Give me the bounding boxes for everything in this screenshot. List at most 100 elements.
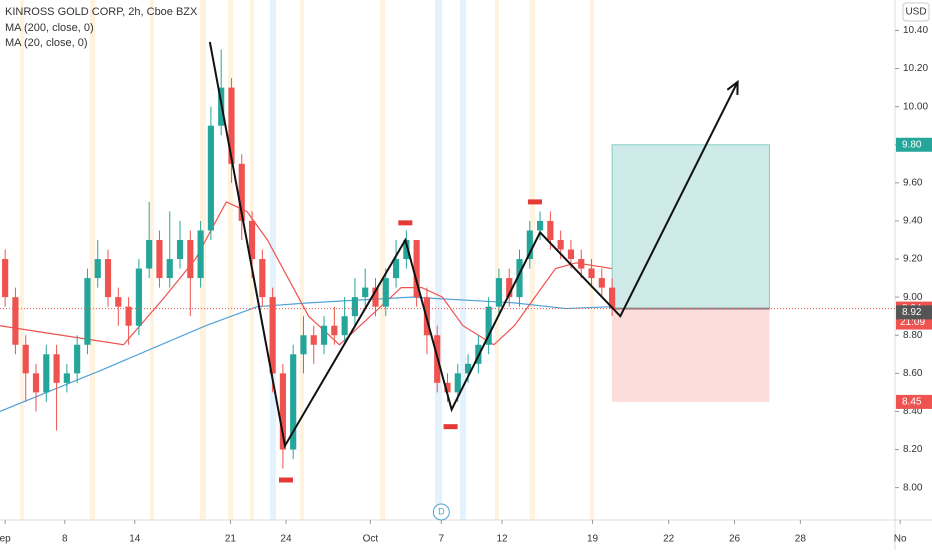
x-tick-label: 19 <box>587 534 599 545</box>
candle-body <box>578 259 585 269</box>
candle-body <box>372 287 379 307</box>
x-tick-label: 28 <box>795 534 807 545</box>
candle-body <box>238 163 245 221</box>
candle-body <box>526 230 533 260</box>
y-tick-label: 8.40 <box>903 406 923 417</box>
x-tick-label: 26 <box>729 534 741 545</box>
candle-body <box>135 268 142 326</box>
y-tick-label: 10.00 <box>903 101 928 112</box>
candle-body <box>32 373 40 393</box>
candle-body <box>53 354 60 383</box>
loss-zone <box>612 308 770 402</box>
x-tick-label: 21 <box>225 534 237 545</box>
candle-body <box>94 259 101 279</box>
x-tick-label: Oct <box>363 534 379 545</box>
candle-body <box>2 259 9 298</box>
price-label: 9.80 <box>902 139 922 150</box>
x-tick-label: 14 <box>129 534 141 545</box>
candle-body <box>331 325 338 336</box>
x-tick-label: No <box>894 534 907 545</box>
indicator-label: MA (20, close, 0) <box>5 37 88 49</box>
candle-body <box>588 268 595 279</box>
zigzag-drawing <box>208 41 739 449</box>
x-tick-label: 24 <box>280 534 292 545</box>
candle-body <box>547 220 554 240</box>
candle-body <box>104 259 112 298</box>
countdown: 21:09 <box>900 317 925 328</box>
y-tick-label: 9.00 <box>903 292 923 303</box>
candle-body <box>495 278 503 307</box>
event-marker-label: D <box>438 506 445 516</box>
candle-body <box>43 354 50 393</box>
price-label: 8.92 <box>902 307 922 318</box>
candle-body <box>464 363 472 374</box>
candle-body <box>320 325 328 345</box>
candle-body <box>392 259 400 279</box>
candle-body <box>300 335 307 355</box>
candle-body <box>567 249 575 260</box>
candle-body <box>197 230 204 279</box>
x-tick-label: 22 <box>663 534 675 545</box>
candle-body <box>485 306 492 345</box>
marker <box>443 424 458 430</box>
indicator-label: MA (200, close, 0) <box>5 22 94 34</box>
y-tick-label: 9.40 <box>903 216 923 227</box>
y-tick-label: 10.20 <box>903 63 928 74</box>
candle-body <box>598 278 605 288</box>
x-tick-label: ep <box>0 534 11 545</box>
x-tick-label: 7 <box>439 534 445 545</box>
candle-body <box>146 240 153 269</box>
price-label: 8.45 <box>902 397 922 408</box>
marker <box>278 477 293 483</box>
event-marker <box>432 503 450 521</box>
candle-body <box>310 335 317 345</box>
candle-body <box>506 278 513 298</box>
candle-body <box>207 125 214 231</box>
x-tick-label: 12 <box>496 534 508 545</box>
candle-body <box>259 259 266 298</box>
candle-body <box>341 316 348 336</box>
currency[interactable]: USD <box>905 7 926 18</box>
candle-body <box>74 344 81 374</box>
price-label-bg <box>896 305 932 320</box>
y-tick-label: 8.80 <box>903 330 923 341</box>
y-tick-label: 8.00 <box>903 482 923 493</box>
candle-body <box>444 382 451 393</box>
candle-body <box>290 354 297 450</box>
candle-body <box>454 373 461 393</box>
ma-line <box>0 296 613 412</box>
candle-body <box>176 240 184 260</box>
candle-body <box>22 344 29 374</box>
marker <box>398 220 413 226</box>
candle-body <box>413 240 420 298</box>
candle-body <box>228 87 235 164</box>
candle-body <box>166 259 173 279</box>
candle-body <box>187 240 194 279</box>
candle-body <box>248 220 256 260</box>
candle-body <box>403 240 410 260</box>
price-label-bg <box>896 394 932 409</box>
candle-body <box>84 278 91 345</box>
y-tick-label: 8.60 <box>903 368 923 379</box>
y-tick-label: 10.40 <box>903 25 928 36</box>
candle-body <box>557 240 564 250</box>
candle-body <box>609 287 616 309</box>
candle-body <box>156 240 163 279</box>
candle-body <box>362 287 369 298</box>
y-tick-label: 8.20 <box>903 444 923 455</box>
candle-body <box>537 220 544 231</box>
candle-body <box>269 297 276 374</box>
candle-body <box>63 373 70 383</box>
ma-line <box>0 201 613 346</box>
candle-body <box>115 297 122 307</box>
marker <box>527 199 542 205</box>
currency-box[interactable] <box>902 2 930 22</box>
candle-body <box>12 297 19 345</box>
chart-title: KINROSS GOLD CORP, 2h, Cboe BZX <box>5 6 198 18</box>
candle-body <box>351 297 358 317</box>
candle-body <box>382 278 389 307</box>
candle-body <box>125 306 132 326</box>
x-tick-label: 8 <box>62 534 68 545</box>
